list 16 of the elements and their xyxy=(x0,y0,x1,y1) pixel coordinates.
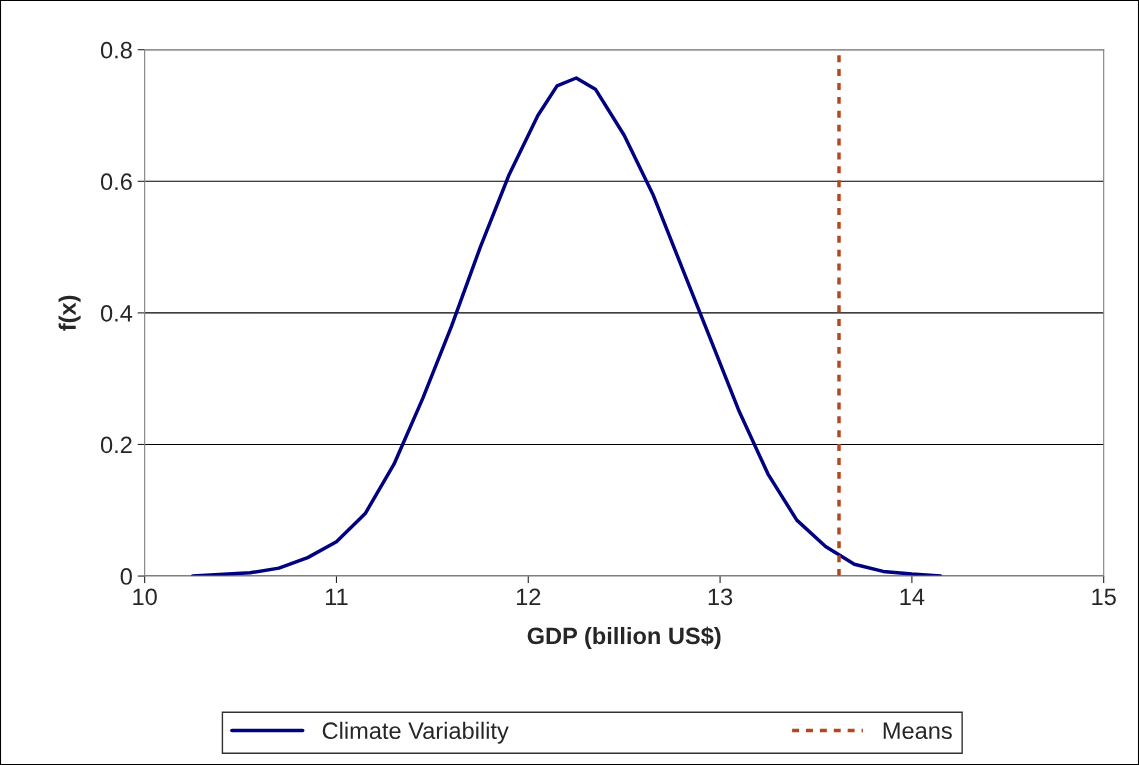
x-tick-label: 12 xyxy=(516,588,541,605)
y-tick-label: 0 xyxy=(120,568,132,585)
x-tick-label: 10 xyxy=(133,588,157,606)
legend-label: Means xyxy=(883,722,952,740)
line-series xyxy=(190,76,943,577)
x-axis-title: GDP (billion US$) xyxy=(527,626,721,649)
y-tick-label: 0.6 xyxy=(100,173,132,191)
y-tick-label: 0.2 xyxy=(100,436,132,454)
legend-label: Climate Variability xyxy=(322,721,509,744)
x-tick-label: 14 xyxy=(900,588,925,605)
y-axis-title: f(x) xyxy=(58,295,81,331)
y-tick-label: 0.8 xyxy=(100,41,132,59)
y-tick-label: 0.4 xyxy=(100,304,133,322)
x-tick-label: 15 xyxy=(1092,588,1116,606)
x-tick-label: 13 xyxy=(708,588,733,606)
x-tick-label: 11 xyxy=(326,588,348,605)
